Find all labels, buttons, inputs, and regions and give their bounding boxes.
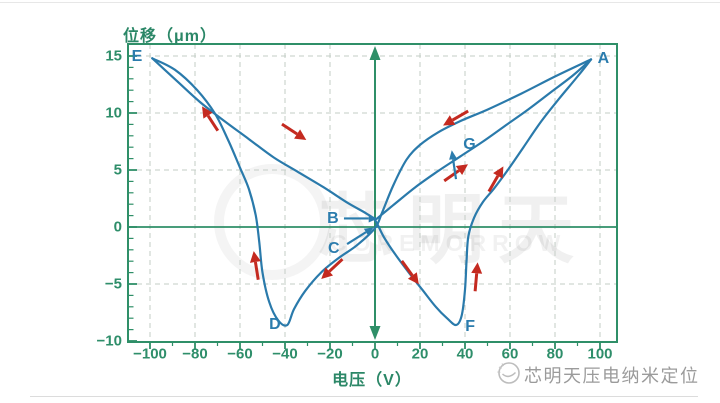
point-label-a: A [597, 50, 610, 68]
y-tick-label: −10 [96, 332, 122, 350]
point-label-e: E [131, 48, 143, 66]
point-label-c: C [328, 239, 340, 257]
hysteresis-curves [151, 57, 593, 327]
direction-arrow [249, 251, 261, 280]
x-axis-title: 电压（V） [332, 372, 412, 389]
x-tick-label: 60 [501, 345, 519, 363]
direction-arrow [281, 122, 307, 140]
callout-arrows [343, 150, 458, 246]
callout-arrow-g [449, 150, 458, 180]
x-tick-label: −60 [227, 345, 253, 363]
x-tick-label: 0 [370, 345, 380, 363]
watermark-logo-swoosh [214, 164, 330, 280]
gridlines [128, 44, 617, 342]
point-label-g: G [463, 136, 476, 154]
x-tick-label: 40 [456, 345, 474, 363]
direction-arrow [400, 260, 419, 285]
direction-arrows [202, 106, 504, 292]
y-tick-label: −5 [104, 275, 122, 293]
x-tick-label: −40 [272, 345, 298, 363]
direction-arrow [471, 262, 483, 292]
y-tick-label: 10 [105, 104, 122, 122]
direction-arrow [443, 164, 468, 183]
y-tick-label: 5 [113, 161, 122, 179]
x-tick-label: −20 [317, 345, 343, 363]
y-axis-title: 位移（μm） [123, 28, 218, 45]
series-ascending-e-to-f-to-a [151, 57, 593, 327]
point-label-f: F [465, 318, 476, 336]
zero-axes [128, 46, 617, 340]
x-tick-label: 80 [546, 345, 564, 363]
direction-arrow [321, 258, 344, 279]
axis-ticks [128, 55, 601, 349]
callout-arrow-c [346, 227, 374, 246]
footer-logo-icon [497, 362, 520, 384]
footer-brand-text: 芯明天压电纳米定位 [524, 366, 700, 386]
series-descending-a-to-d-to-e [151, 57, 593, 327]
x-tick-label: −100 [133, 345, 167, 363]
series-initial-rise-b-to-a [373, 58, 593, 222]
y-tick-label: 15 [105, 47, 122, 65]
y-tick-label: 0 [113, 218, 122, 236]
direction-arrow [487, 166, 504, 193]
point-label-d: D [269, 316, 281, 334]
callout-arrow-b [343, 214, 378, 223]
x-tick-label: 20 [411, 345, 429, 363]
x-tick-label: −80 [182, 345, 208, 363]
x-tick-label: 100 [587, 345, 613, 363]
bottom-divider [30, 396, 698, 397]
point-label-b: B [327, 210, 339, 228]
top-divider [0, 2, 720, 3]
watermark-brand-cn: 芯明天 [318, 188, 588, 273]
plot-frame [127, 43, 618, 343]
direction-arrow [202, 106, 220, 132]
direction-arrow [443, 109, 469, 126]
